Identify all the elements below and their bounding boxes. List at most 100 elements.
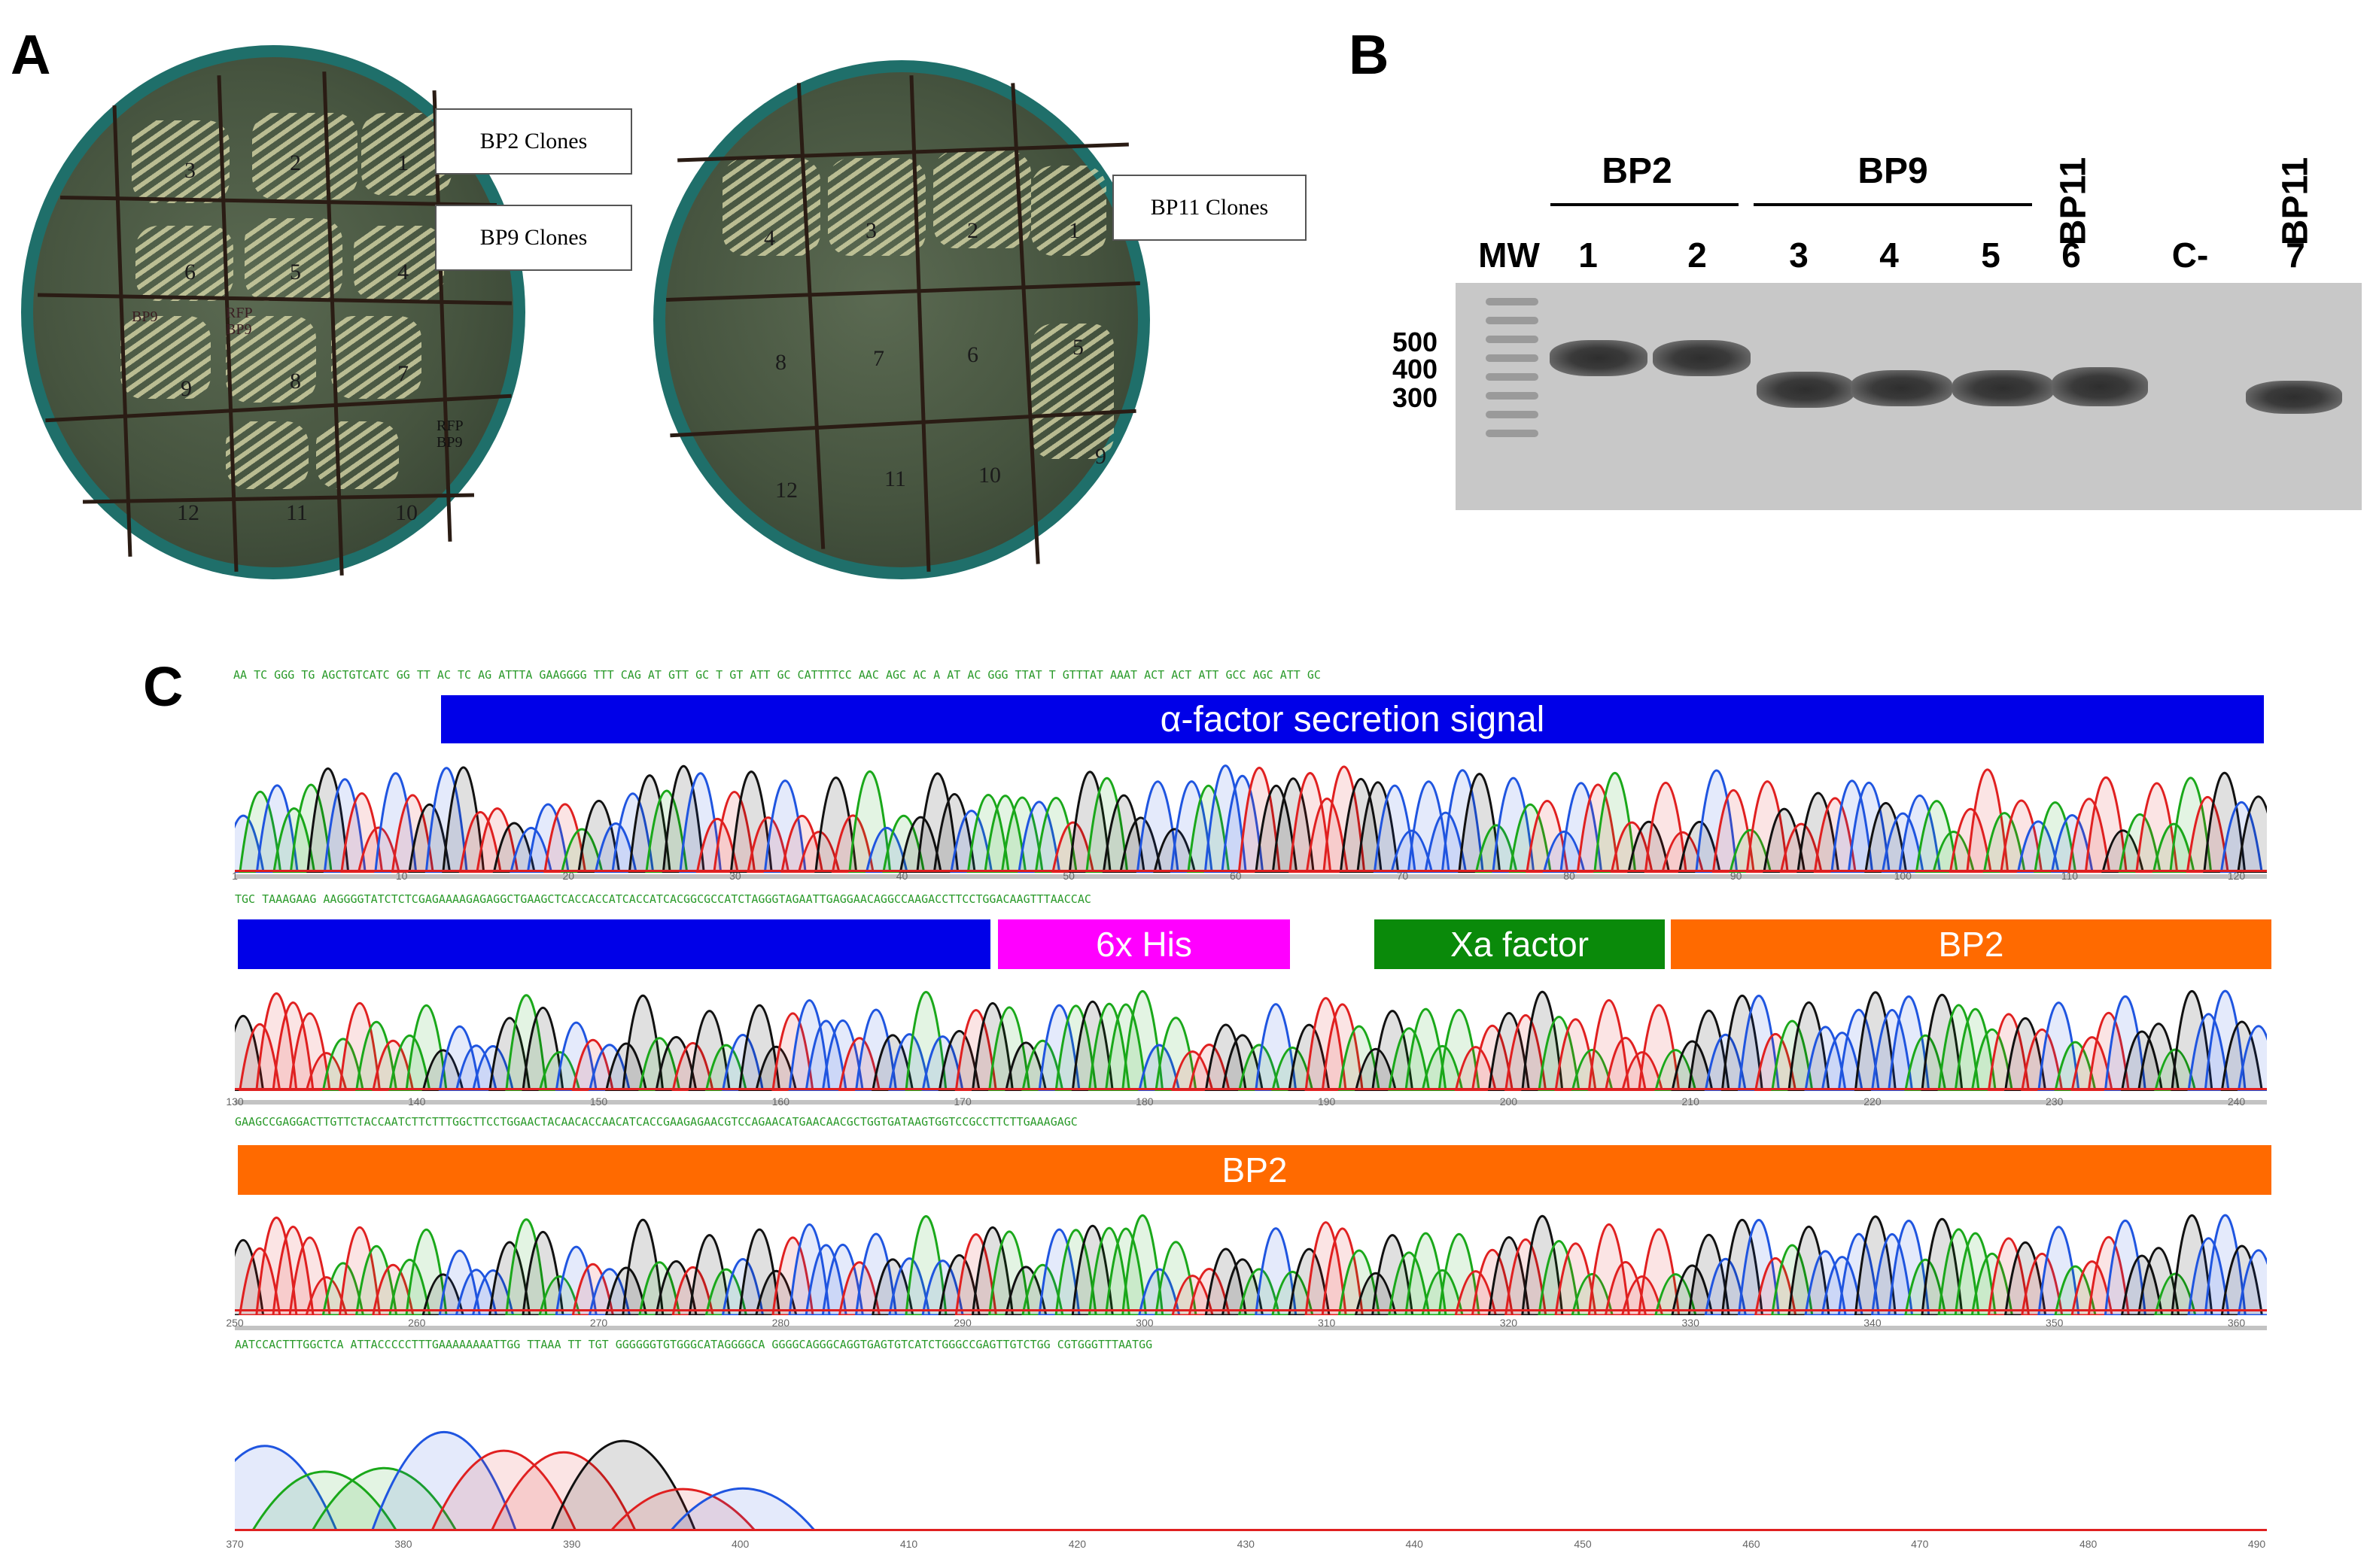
sequence-position-tick: 270 (589, 1317, 608, 1329)
chromatogram-peak (2204, 989, 2247, 1091)
sequence-position-tick: 280 (771, 1317, 789, 1329)
chromatogram-peak (1787, 1001, 1830, 1091)
chromatogram-peak (1521, 990, 1564, 1091)
chromatogram-peak (1171, 1275, 1214, 1315)
sequence-position-tick: 480 (2079, 1538, 2098, 1550)
chromatogram-peak (988, 1006, 1031, 1091)
chromatogram-peak (588, 1044, 631, 1091)
feature-alpha-factor-continued (238, 919, 990, 969)
ticks-row-4: 370 380 390 400 410 420 430 440 450 460 470 480 490 (226, 1532, 2267, 1550)
chromatogram-peak (2219, 801, 2263, 873)
chromatogram-peak (288, 1236, 331, 1315)
gel-image (1456, 283, 2362, 510)
chromatogram-trace-row-3 (235, 1214, 2267, 1315)
gel-lane-mw-label: MW (1478, 236, 1540, 275)
chromatogram-peak (1221, 774, 1264, 873)
gel-group-bp9-label: BP9 (1857, 151, 1928, 191)
chromatogram-peak (2137, 1247, 2180, 1315)
sequence-position-tick: 1 (232, 870, 238, 882)
chromatogram-peak (306, 767, 350, 873)
chromatogram-peak (405, 1228, 448, 1315)
plate2-cell-label: 3 (866, 218, 877, 243)
sequence-position-tick: 420 (1068, 1538, 1087, 1550)
sequence-position-tick: 120 (2227, 870, 2246, 882)
chromatogram-peak (854, 1008, 898, 1091)
sequence-position-tick: 30 (729, 870, 741, 882)
chromatogram-peak (1804, 1250, 1847, 1315)
chromatogram-trace-row-1 (235, 764, 2267, 873)
chromatogram-peak (1763, 807, 1806, 873)
size-marker-500: 500 (1392, 327, 1438, 357)
chromatogram-peak (455, 1044, 497, 1091)
chromatogram-peak (971, 1226, 1015, 1315)
sequence-position-tick: 460 (1742, 1538, 1760, 1550)
chromatogram-peak (622, 1219, 665, 1315)
chromatogram-peak (1337, 1025, 1380, 1091)
chromatogram-peak (1720, 1219, 1763, 1315)
chromatogram-peak (2037, 1001, 2080, 1091)
chromatogram-peak (338, 1002, 382, 1091)
chromatogram-peak (424, 767, 468, 873)
plate1-cell-label: 11 (286, 500, 308, 525)
gel-lane-7-label: 7 (2286, 236, 2305, 275)
gel-band (2246, 381, 2342, 414)
chromatogram-peak (374, 772, 418, 873)
chromatogram-peak (905, 991, 948, 1091)
chromatogram-peak (905, 1215, 948, 1315)
chromatogram-peak (251, 1470, 398, 1530)
chromatogram-peak (1587, 1223, 1630, 1315)
chromatogram-peak (1255, 1227, 1298, 1315)
plate2-cell-label: 4 (764, 226, 775, 251)
sequence-position-tick: 100 (1894, 870, 1912, 882)
sequence-position-tick: 390 (563, 1538, 581, 1550)
chromatogram-peak (1155, 1016, 1197, 1091)
plate1-cell-label: 3 (184, 158, 196, 183)
plate2-cell-label: 6 (967, 342, 978, 367)
ticks-row-3: 250 260 270 280 290 300 310 320 330 340 350 360 (226, 1311, 2267, 1329)
chromatogram-peak (455, 1269, 497, 1315)
size-marker-400: 400 (1392, 354, 1438, 384)
chromatogram-peak (988, 1230, 1031, 1315)
sequence-position-tick: 40 (896, 870, 908, 882)
panel-label-a: A (11, 23, 51, 86)
chromatogram-peak (788, 1223, 831, 1315)
bp2-clones-label: BP2 Clones (435, 108, 632, 175)
sequence-position-tick: 430 (1237, 1538, 1255, 1550)
gel-band (2052, 367, 2148, 406)
sequence-position-tick: 440 (1405, 1538, 1423, 1550)
sequence-position-tick: 350 (2046, 1317, 2064, 1329)
plate1-cell-label: 6 (184, 260, 196, 284)
chromatogram-peak (688, 1010, 731, 1091)
chromatogram-peak (550, 1439, 697, 1530)
chromatogram-peak (1576, 783, 1620, 873)
plate2-cell-label: 12 (775, 478, 798, 503)
sequence-row-2: TGC TAAAGAAG AAGGGGTATCTCTCGAGAAAAGAGAGG… (235, 892, 1091, 906)
plate1-handwritten-note: BP9 (132, 308, 158, 325)
feature-bp2-continued: BP2 (238, 1145, 2271, 1195)
chromatogram-peak (1068, 770, 1112, 873)
gel-group-bp9-line (1754, 203, 2032, 206)
sequence-position-tick: 450 (1574, 1538, 1592, 1550)
sequence-position-tick: 170 (954, 1095, 972, 1108)
chromatogram-peak (1304, 997, 1347, 1091)
chromatogram-peak (1005, 1266, 1048, 1315)
ticks-row-1: 1 10 20 30 40 50 60 70 80 90 100 110 120 (232, 865, 2267, 882)
plate1-handwritten-note: RFP BP9 (226, 305, 253, 338)
sequence-position-tick: 490 (2247, 1538, 2266, 1550)
gel-band (1550, 340, 1647, 376)
chromatogram-peak (555, 1245, 598, 1315)
chromatogram-peak (921, 1260, 964, 1315)
plate1-cell-label: 1 (397, 150, 409, 175)
chromatogram-peak (1970, 1252, 2013, 1315)
chromatogram-peak (971, 1002, 1015, 1091)
feature-alpha-factor: α-factor secretion signal (441, 695, 2264, 743)
sequence-position-tick: 210 (1681, 1095, 1699, 1108)
chromatogram-peak (2220, 1020, 2263, 1091)
sequence-row-1: AA TC GGG TG AGCTGTCATC GG TT AC TC AG A… (233, 668, 1321, 682)
panel-label-b: B (1349, 23, 1389, 86)
chromatogram-peak (1508, 804, 1552, 873)
chromatogram-peak (1870, 1008, 1914, 1091)
chromatogram-peak (788, 999, 831, 1091)
sequence-position-tick: 160 (771, 1095, 789, 1108)
chromatogram-peak (2054, 1265, 2097, 1315)
